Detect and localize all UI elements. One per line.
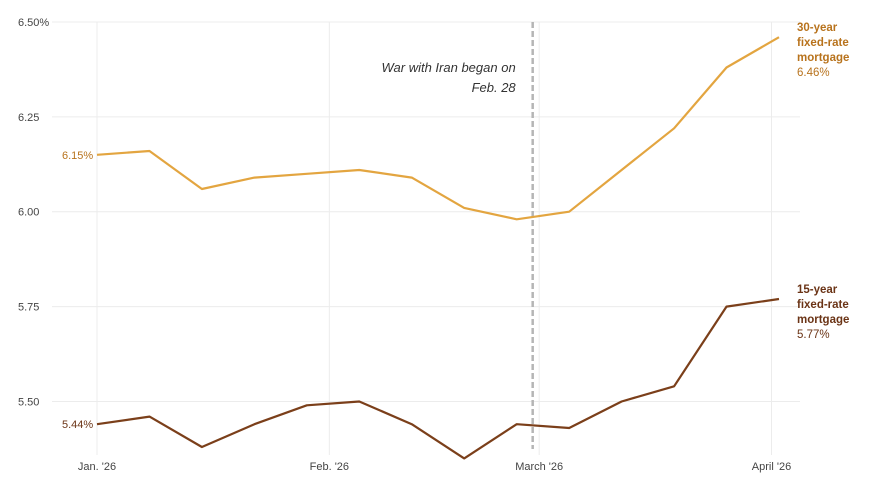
annotation-text: Feb. 28	[472, 80, 517, 95]
y-tick-label: 6.00	[18, 207, 39, 219]
y-tick-label: 5.50	[18, 396, 39, 408]
series-end-label: mortgage	[797, 52, 849, 64]
grid	[52, 21, 800, 455]
series-end-label: 30-year	[797, 22, 838, 34]
y-tick-label: 6.25	[18, 112, 39, 124]
annotation-text: War with Iran began on	[382, 60, 516, 75]
y-axis-ticks: 6.50% 6.25 6.00 5.75 5.50	[18, 17, 49, 408]
y-tick-label: 5.75	[18, 302, 39, 314]
x-tick-label: March '26	[515, 461, 563, 473]
x-tick-label: Feb. '26	[310, 461, 349, 473]
series-labels: 6.15% 30-year fixed-rate mortgage 6.46% 5.44%…	[62, 22, 849, 431]
x-tick-label: April '26	[752, 461, 791, 473]
series-start-label: 5.44%	[62, 419, 93, 431]
x-axis-ticks: Jan. '26 Feb. '26 March '26 April '26	[78, 461, 791, 473]
series-end-value: 5.77%	[797, 329, 830, 341]
series-line-15-year	[96, 297, 780, 460]
series-end-label: fixed-rate	[797, 299, 849, 311]
series-end-label: fixed-rate	[797, 37, 849, 49]
series-end-label: mortgage	[797, 314, 849, 326]
series-line-30-year	[96, 36, 780, 221]
annotation: War with Iran began on Feb. 28	[382, 22, 534, 449]
x-tick-label: Jan. '26	[78, 461, 116, 473]
series-lines	[96, 36, 780, 460]
series-end-label: 15-year	[797, 284, 838, 296]
series-start-label: 6.15%	[62, 150, 93, 162]
y-tick-label: 6.50%	[18, 17, 49, 29]
series-end-value: 6.46%	[797, 67, 830, 79]
